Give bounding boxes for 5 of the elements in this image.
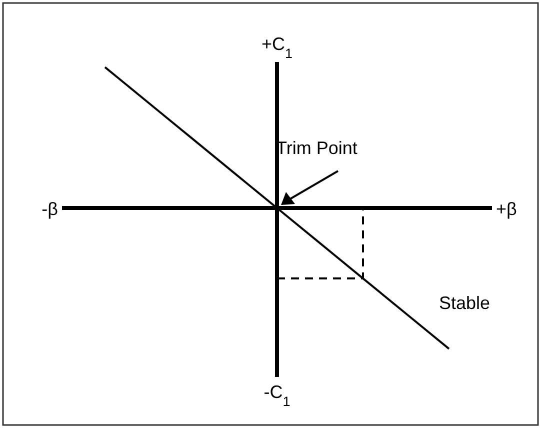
series-label: Stable: [439, 292, 490, 313]
text: +β: [496, 199, 517, 219]
text: +C$_{1}$: [261, 34, 293, 60]
text: -C$_{1}$: [264, 382, 290, 408]
text: -β: [42, 199, 58, 219]
